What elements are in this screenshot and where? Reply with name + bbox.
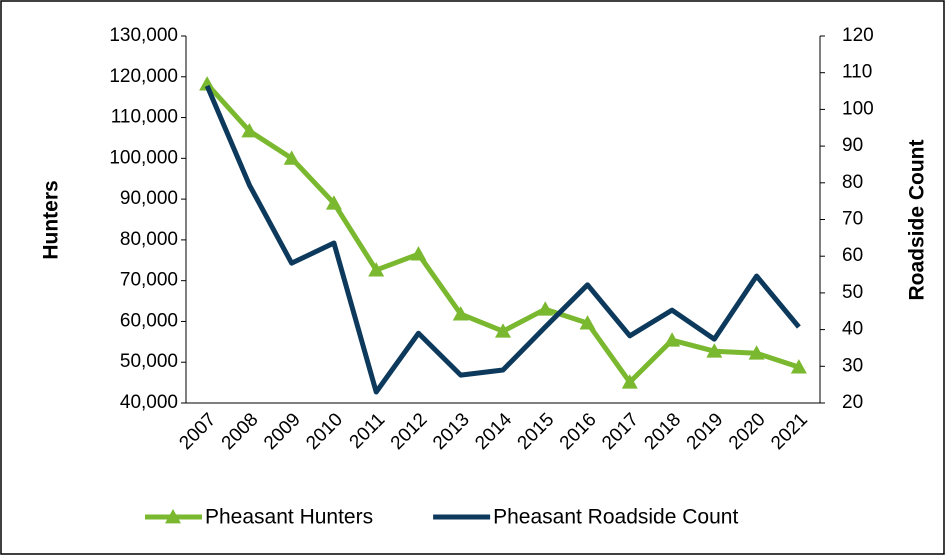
point-marker [495,323,511,338]
point-marker [283,150,300,165]
y-tick-label: 80,000 [120,229,178,250]
point-marker [199,76,216,91]
point-marker [325,195,342,210]
y-tick-label: 110,000 [111,107,178,128]
y-tick-label: 60,000 [120,310,178,331]
point-marker [410,246,427,261]
y2-tick-label: 50 [842,282,863,303]
point-marker [579,315,596,330]
y2-tick-label: 90 [842,135,863,156]
y2-tick-label: 110 [842,62,872,83]
y2-tick-label: 70 [842,209,863,230]
y-tick-label: 130,000 [109,25,178,46]
point-marker [452,306,469,321]
point-marker [537,301,554,316]
point-marker [790,359,807,374]
legend-label: Pheasant Hunters [205,506,373,529]
y2-tick-label: 40 [842,319,863,340]
point-marker [706,343,723,358]
y2-axis-title: Roadside Count [906,139,929,300]
y-tick-label: 90,000 [120,188,178,209]
y2-tick-label: 100 [842,98,874,119]
y-tick-label: 40,000 [120,392,178,413]
y-tick-label: 70,000 [120,270,178,291]
series-line [204,84,801,395]
point-marker [621,374,638,389]
y2-tick-label: 80 [842,172,863,193]
y2-tick-label: 60 [842,245,863,266]
y-tick-label: 120,000 [109,66,178,87]
y-tick-label: 50,000 [120,351,178,372]
legend-marker [165,509,181,524]
point-marker [748,345,765,360]
point-marker [241,123,258,138]
y2-tick-label: 20 [842,392,863,413]
y2-tick-label: 30 [842,355,863,376]
y2-tick-label: 120 [842,25,874,46]
y-tick-label: 100,000 [109,147,178,168]
legend-label: Pheasant Roadside Count [493,506,738,529]
point-marker [664,332,681,347]
point-marker [368,262,385,277]
y-axis-title: Hunters [40,180,63,259]
